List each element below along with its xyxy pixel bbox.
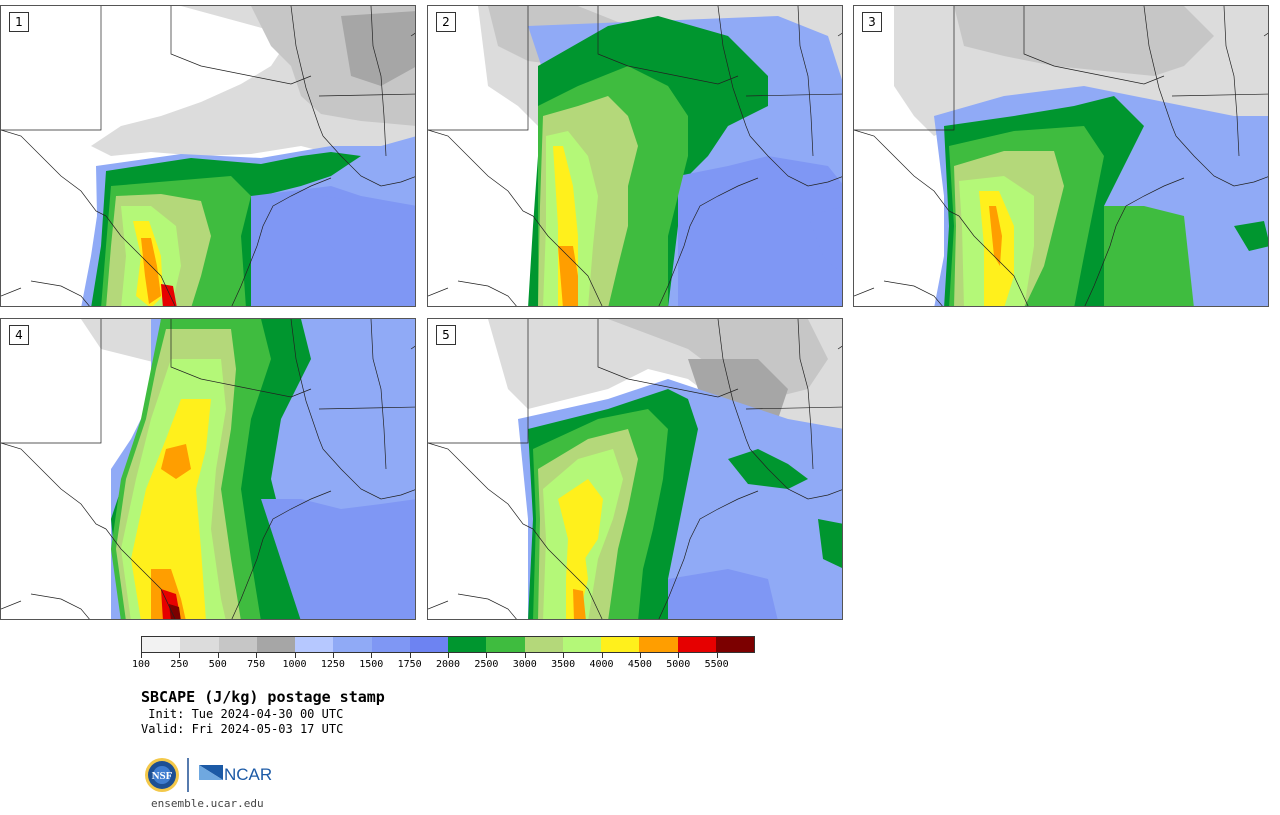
- colorbar-tick: [409, 653, 411, 658]
- colorbar-tick-label: 5500: [704, 659, 729, 670]
- cape-contour: [818, 519, 842, 569]
- cape-contour: [954, 6, 1214, 76]
- colorbar-tick: [371, 653, 373, 658]
- sbcape-map: [1, 6, 415, 306]
- colorbar-tick-label: 1750: [397, 659, 422, 670]
- site-url: ensemble.ucar.edu: [151, 797, 264, 810]
- colorbar-tick: [217, 653, 219, 658]
- colorbar-tick: [141, 653, 142, 658]
- colorbar-swatch: [486, 637, 525, 652]
- colorbar-tick: [639, 653, 641, 658]
- cape-contour: [989, 206, 1002, 266]
- panel-number: 1: [9, 12, 29, 32]
- cape-contour: [1234, 221, 1268, 251]
- stamp-panel-1[interactable]: 1: [0, 5, 416, 307]
- colorbar-swatch: [409, 637, 448, 652]
- sbcape-map: [428, 319, 842, 619]
- state-borders: [854, 6, 1268, 306]
- panel-number: 4: [9, 325, 29, 345]
- colorbar-swatch: [562, 637, 601, 652]
- init-time: Init: Tue 2024-04-30 00 UTC: [141, 707, 344, 721]
- cape-contour: [131, 399, 211, 619]
- nsf-logo-icon: NSF: [145, 758, 179, 792]
- cape-contour: [169, 604, 181, 619]
- colorbar-tick-label: 2000: [435, 659, 461, 670]
- colorbar-tick: [563, 653, 565, 658]
- state-borders: [428, 6, 842, 306]
- state-borders: [428, 319, 842, 619]
- stamp-panel-4[interactable]: 4: [0, 318, 416, 620]
- cape-contour: [161, 444, 191, 479]
- colorbar-tick-label: 2500: [474, 659, 499, 670]
- state-borders: [1, 6, 415, 306]
- colorbar-tick-label: 1250: [320, 659, 345, 670]
- ncar-logo-text: NCAR: [224, 765, 272, 784]
- stamp-panel-2[interactable]: 2: [427, 5, 843, 307]
- colorbar-tick: [486, 653, 488, 658]
- colorbar-tick-label: 1500: [359, 659, 384, 670]
- state-borders: [1, 319, 415, 619]
- valid-time: Valid: Fri 2024-05-03 17 UTC: [141, 722, 344, 736]
- panel-number: 5: [436, 325, 456, 345]
- colorbar-tick-label: 4000: [589, 659, 614, 670]
- ncar-logo-icon: NCAR: [199, 765, 272, 784]
- colorbar-tick: [601, 653, 603, 658]
- colorbar-tick-label: 5000: [666, 659, 691, 670]
- colorbar-tick: [256, 653, 258, 658]
- colorbar-swatch: [218, 637, 257, 652]
- cape-contour: [321, 196, 381, 256]
- panel-number: 3: [862, 12, 882, 32]
- colorbar-swatch: [448, 637, 487, 652]
- colorbar-swatch: [180, 637, 219, 652]
- logos: NSF NCAR: [145, 758, 272, 792]
- colorbar-swatch: [295, 637, 334, 652]
- colorbar-swatch: [524, 637, 563, 652]
- colorbar-tick: [678, 653, 680, 658]
- colorbar-swatch: [601, 637, 640, 652]
- colorbar-swatch: [333, 637, 372, 652]
- colorbar-tick: [294, 653, 296, 658]
- colorbar-tick-label: 3500: [551, 659, 576, 670]
- sbcape-map: [428, 6, 842, 306]
- colorbar-tick-label: 750: [247, 659, 266, 670]
- colorbar-swatch: [371, 637, 410, 652]
- cape-contour: [1104, 206, 1194, 306]
- colorbar-tick-label: 1000: [282, 659, 307, 670]
- colorbar-swatch: [256, 637, 295, 652]
- stamp-panel-5[interactable]: 5: [427, 318, 843, 620]
- cape-contour: [668, 569, 778, 619]
- sbcape-map: [854, 6, 1268, 306]
- colorbar-tick: [716, 653, 718, 658]
- cape-contour: [573, 589, 586, 619]
- cape-contour: [808, 206, 842, 275]
- colorbar: [141, 636, 755, 653]
- colorbar-ticks: [141, 653, 755, 659]
- colorbar-tick: [448, 653, 449, 658]
- product-title: SBCAPE (J/kg) postage stamp: [141, 688, 385, 706]
- stamp-panel-3[interactable]: 3: [853, 5, 1269, 307]
- colorbar-tick-label: 100: [131, 659, 151, 670]
- cape-contour: [261, 499, 415, 619]
- colorbar-swatch: [639, 637, 678, 652]
- cape-contour: [341, 11, 415, 86]
- colorbar-swatch: [715, 637, 754, 652]
- sbcape-map: [1, 319, 415, 619]
- nsf-logo-text: NSF: [152, 770, 173, 782]
- colorbar-tick: [179, 653, 181, 658]
- colorbar-swatch: [142, 637, 181, 652]
- panel-number: 2: [436, 12, 456, 32]
- colorbar-swatch: [677, 637, 716, 652]
- colorbar-tick: [524, 653, 526, 658]
- cape-contour: [678, 156, 842, 306]
- colorbar-tick-label: 500: [208, 659, 227, 670]
- colorbar-tick-label: 3000: [512, 659, 537, 670]
- colorbar-tick: [332, 653, 334, 658]
- colorbar-labels: 100 250 500 750 1000 1250 1500 1750 2000 2500 3000…: [132, 659, 755, 673]
- colorbar-tick-label: 4500: [627, 659, 652, 670]
- colorbar-tick-label: 250: [170, 659, 189, 670]
- cape-contour: [141, 238, 161, 304]
- cape-contour: [558, 479, 603, 569]
